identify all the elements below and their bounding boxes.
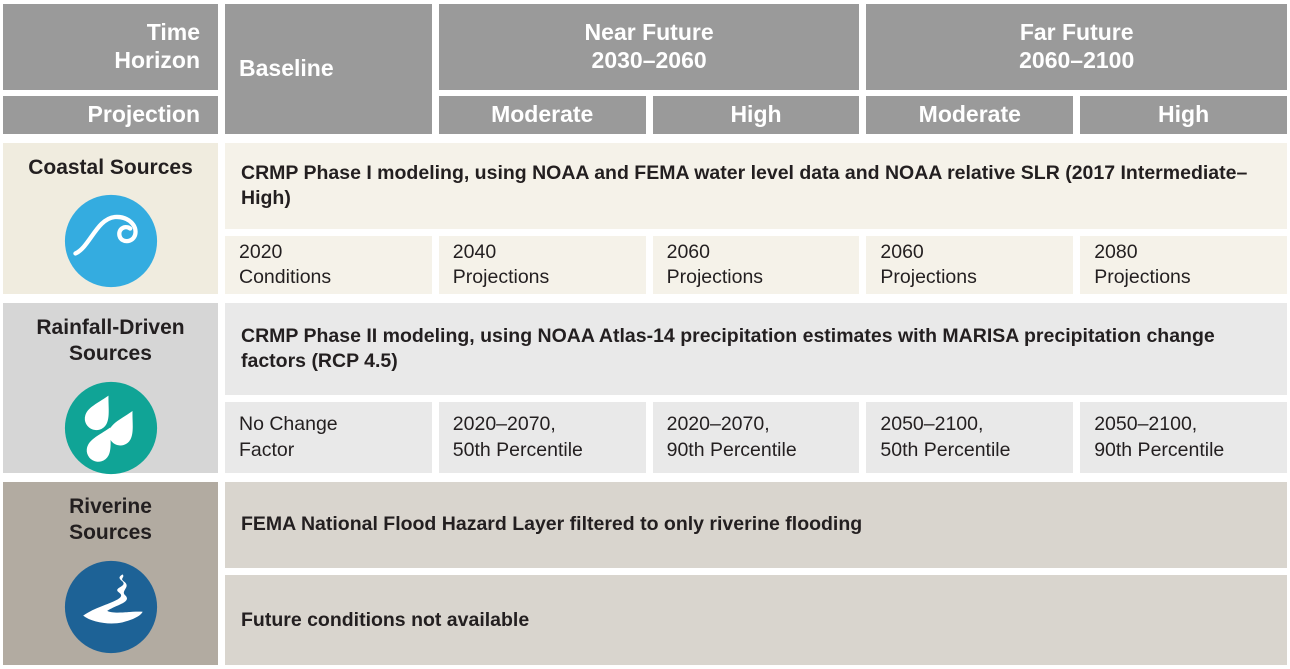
coastal-description: CRMP Phase I modeling, using NOAA and FE… xyxy=(225,143,1287,229)
coastal-label-line1: Coastal Sources xyxy=(28,156,193,179)
rainfall-description: CRMP Phase II modeling, using NOAA Atlas… xyxy=(225,303,1287,395)
table-header: Time Horizon Baseline Near Future 2030–2… xyxy=(3,4,1287,134)
coastal-sources-label-cell: Coastal Sources xyxy=(3,143,218,294)
cell-line: 2020 xyxy=(239,240,283,263)
near-moderate-header: Moderate xyxy=(438,96,646,134)
riverine-description: FEMA National Flood Hazard Layer filtere… xyxy=(225,482,1287,568)
cell-line: 2060 xyxy=(880,240,924,263)
rainfall-far-high-cell: 2050–2100, 90th Percentile xyxy=(1080,402,1287,473)
cell-line: 50th Percentile xyxy=(452,438,583,461)
rainfall-far-moderate-cell: 2050–2100, 50th Percentile xyxy=(866,402,1074,473)
projection-header: Projection xyxy=(3,96,218,134)
baseline-header: Baseline xyxy=(225,4,432,134)
cell-line: 2050–2100, xyxy=(1094,413,1198,436)
time-horizon-line2: Horizon xyxy=(114,47,200,73)
coastal-far-moderate-cell: 2060 Projections xyxy=(866,236,1074,294)
near-future-header: Near Future 2030–2060 xyxy=(438,4,860,90)
coastal-baseline-cell: 2020 Conditions xyxy=(225,236,432,294)
riverine-future-note: Future conditions not available xyxy=(225,575,1287,665)
river-icon xyxy=(63,559,159,662)
cell-line: 2020–2070, xyxy=(452,413,556,436)
wave-icon xyxy=(63,193,159,296)
rainfall-near-moderate-cell: 2020–2070, 50th Percentile xyxy=(438,402,646,473)
cell-line: 2050–2100, xyxy=(880,413,984,436)
near-future-range: 2030–2060 xyxy=(591,47,707,73)
rainfall-sources-label-cell: Rainfall-Driven Sources xyxy=(3,303,218,474)
cell-line: Projections xyxy=(666,266,764,288)
rainfall-baseline-cell: No Change Factor xyxy=(225,402,432,473)
riverine-label-line2: Sources xyxy=(69,521,152,545)
cell-line: Projections xyxy=(1094,266,1191,288)
coastal-sources-row: Coastal Sources CRMP Phase I modeling, u… xyxy=(3,143,1287,294)
cell-line: 2040 xyxy=(452,240,497,263)
cell-line: No Change xyxy=(239,413,338,436)
near-future-title: Near Future xyxy=(584,19,714,46)
far-future-range: 2060–2100 xyxy=(1019,47,1135,73)
rainfall-label-line1: Rainfall-Driven xyxy=(36,316,185,339)
cell-line: 2080 xyxy=(1094,240,1138,263)
raindrops-icon xyxy=(63,380,159,483)
far-future-header: Far Future 2060–2100 xyxy=(866,4,1287,90)
cell-line: 50th Percentile xyxy=(880,438,1011,461)
cell-line: 90th Percentile xyxy=(1094,438,1225,461)
cell-line: Projections xyxy=(452,266,550,288)
riverine-sources-label-cell: Riverine Sources xyxy=(3,482,218,665)
cell-line: 2060 xyxy=(666,240,710,263)
coastal-near-moderate-cell: 2040 Projections xyxy=(438,236,646,294)
cell-line: 2020–2070, xyxy=(666,413,770,436)
riverine-sources-row: Riverine Sources FEMA National Flood Haz… xyxy=(3,482,1287,665)
far-future-title: Far Future xyxy=(1019,19,1134,46)
rainfall-label-line2: Sources xyxy=(69,342,152,366)
cell-line: 90th Percentile xyxy=(666,438,797,461)
riverine-label-line1: Riverine xyxy=(69,495,152,518)
coastal-far-high-cell: 2080 Projections xyxy=(1080,236,1287,294)
cell-line: Factor xyxy=(239,438,295,461)
cell-line: Projections xyxy=(880,266,977,288)
rainfall-driven-sources-row: Rainfall-Driven Sources CRMP Phase II mo… xyxy=(3,303,1287,474)
coastal-near-high-cell: 2060 Projections xyxy=(652,236,860,294)
near-high-header: High xyxy=(652,96,860,134)
time-horizon-line1: Time xyxy=(146,19,200,46)
rainfall-near-high-cell: 2020–2070, 90th Percentile xyxy=(652,402,860,473)
cell-line: Conditions xyxy=(239,266,332,288)
far-high-header: High xyxy=(1080,96,1287,134)
far-moderate-header: Moderate xyxy=(866,96,1074,134)
time-horizon-header: Time Horizon xyxy=(3,4,218,90)
